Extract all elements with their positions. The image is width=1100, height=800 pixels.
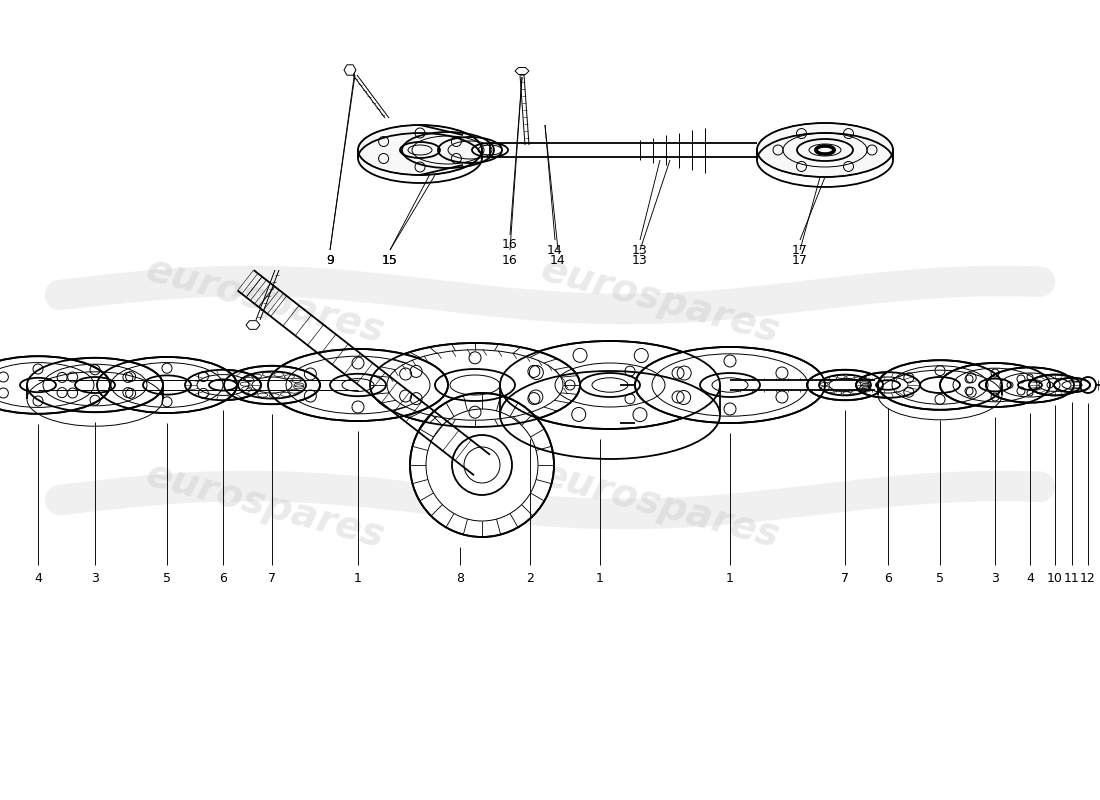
Circle shape [832,146,834,150]
Circle shape [829,151,833,154]
Text: 5: 5 [163,571,170,585]
Text: 14: 14 [550,254,565,266]
Ellipse shape [224,366,320,404]
Circle shape [824,153,826,155]
Circle shape [828,152,830,155]
Ellipse shape [268,349,448,421]
Ellipse shape [358,125,482,175]
Text: 4: 4 [34,571,42,585]
Circle shape [826,145,828,148]
Circle shape [822,145,824,148]
Text: eurospares: eurospares [142,250,388,350]
Text: 12: 12 [1080,571,1096,585]
Text: 5: 5 [936,571,944,585]
Ellipse shape [986,367,1074,402]
Text: 7: 7 [842,571,849,585]
Text: 1: 1 [354,571,362,585]
Ellipse shape [1028,374,1081,395]
Circle shape [815,150,817,153]
Circle shape [824,145,826,147]
Circle shape [814,149,817,151]
Text: 9: 9 [326,254,334,266]
Circle shape [816,146,818,150]
Text: 16: 16 [502,238,518,251]
Text: 7: 7 [268,571,276,585]
Text: 6: 6 [884,571,892,585]
Text: eurospares: eurospares [142,455,388,555]
Ellipse shape [500,341,720,429]
Ellipse shape [856,372,920,398]
Text: 17: 17 [792,254,807,266]
Text: 15: 15 [382,254,398,266]
Ellipse shape [635,347,825,423]
Circle shape [820,152,822,155]
Polygon shape [344,65,356,75]
Text: 14: 14 [547,243,563,257]
Text: 4: 4 [1026,571,1034,585]
Circle shape [833,149,836,151]
Text: 13: 13 [632,243,648,257]
Text: 2: 2 [526,571,534,585]
Circle shape [833,150,835,153]
Text: 13: 13 [632,254,648,266]
Text: eurospares: eurospares [537,455,783,555]
Ellipse shape [97,357,236,413]
Ellipse shape [370,343,580,427]
Circle shape [832,150,834,154]
Circle shape [410,393,554,537]
Circle shape [826,152,828,155]
Ellipse shape [28,358,163,412]
Ellipse shape [1054,378,1090,392]
Text: 8: 8 [456,571,464,585]
Text: 3: 3 [991,571,999,585]
Polygon shape [246,321,260,330]
Text: 9: 9 [326,254,334,266]
Circle shape [829,146,833,149]
Text: eurospares: eurospares [537,250,783,350]
Ellipse shape [940,363,1050,407]
Ellipse shape [757,123,893,177]
Circle shape [815,147,817,150]
Circle shape [820,145,822,148]
Text: 11: 11 [1064,571,1080,585]
Ellipse shape [0,356,110,414]
Circle shape [828,145,830,148]
Circle shape [817,151,821,154]
Circle shape [822,152,824,155]
Ellipse shape [185,370,261,400]
Ellipse shape [878,360,1002,410]
Circle shape [817,146,821,149]
Text: 10: 10 [1047,571,1063,585]
Text: 15: 15 [382,254,398,266]
Text: 17: 17 [792,243,807,257]
Polygon shape [515,67,529,74]
Text: 1: 1 [596,571,604,585]
Text: 16: 16 [502,254,518,266]
Text: 6: 6 [219,571,227,585]
Circle shape [833,147,835,150]
Text: 1: 1 [726,571,734,585]
Ellipse shape [807,370,883,400]
Circle shape [816,150,818,154]
Text: 3: 3 [91,571,99,585]
